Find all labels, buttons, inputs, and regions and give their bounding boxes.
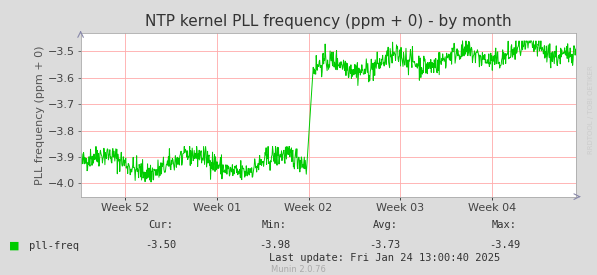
Text: Avg:: Avg: (373, 220, 398, 230)
Text: pll-freq: pll-freq (29, 241, 79, 251)
Text: Max:: Max: (492, 220, 517, 230)
Text: Min:: Min: (262, 220, 287, 230)
Text: -3.50: -3.50 (146, 240, 177, 250)
Text: ■: ■ (9, 241, 20, 251)
Text: Week 03: Week 03 (376, 203, 424, 213)
Title: NTP kernel PLL frequency (ppm + 0) - by month: NTP kernel PLL frequency (ppm + 0) - by … (145, 14, 512, 29)
Y-axis label: PLL frequency (ppm + 0): PLL frequency (ppm + 0) (35, 45, 45, 185)
Text: -3.98: -3.98 (259, 240, 290, 250)
Text: -3.49: -3.49 (489, 240, 520, 250)
Text: Week 52: Week 52 (101, 203, 149, 213)
Text: RRDTOOL / TOBI OETIKER: RRDTOOL / TOBI OETIKER (588, 66, 594, 154)
Text: Week 01: Week 01 (193, 203, 241, 213)
Text: Week 02: Week 02 (284, 203, 333, 213)
Text: -3.73: -3.73 (370, 240, 401, 250)
Text: Last update: Fri Jan 24 13:00:40 2025: Last update: Fri Jan 24 13:00:40 2025 (269, 253, 501, 263)
Text: Munin 2.0.76: Munin 2.0.76 (271, 265, 326, 274)
Text: Week 04: Week 04 (467, 203, 516, 213)
Text: Cur:: Cur: (149, 220, 174, 230)
